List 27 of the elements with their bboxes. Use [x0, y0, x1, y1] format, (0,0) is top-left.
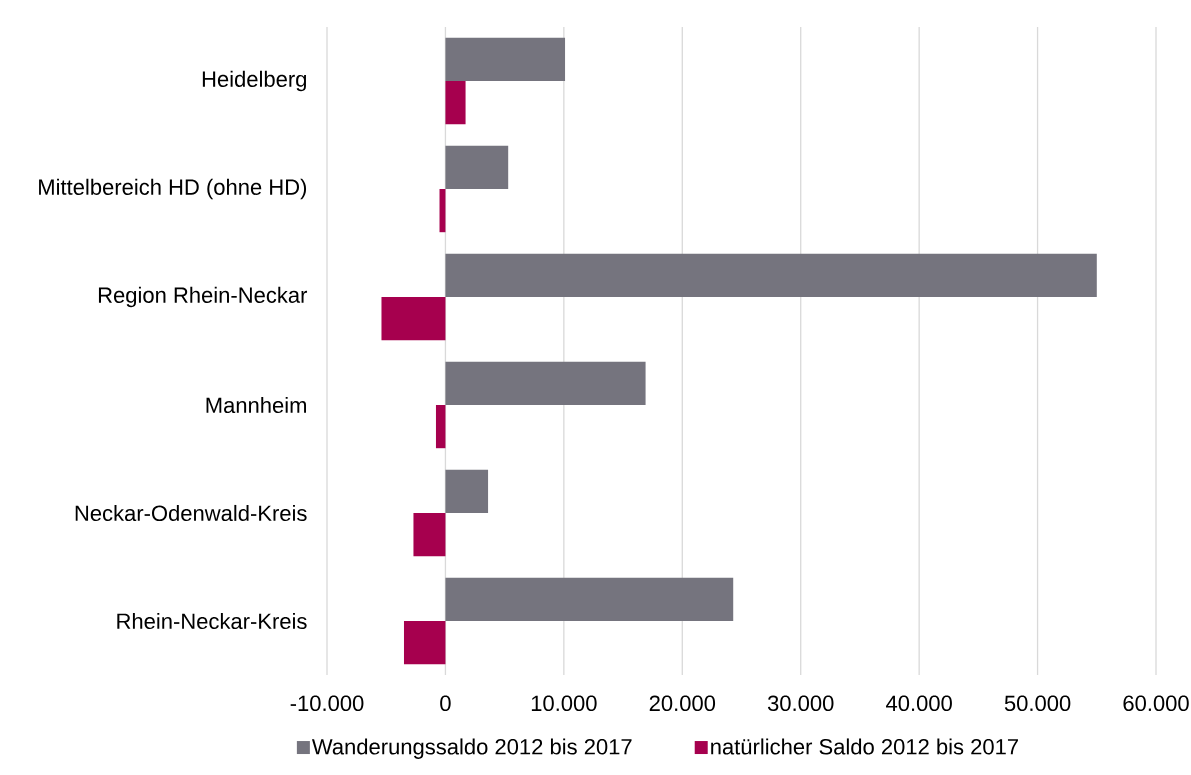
y-tick-label: Rhein-Neckar-Kreis — [117, 612, 307, 630]
y-tick-label: Region Rhein-Neckar — [98, 286, 308, 308]
bar — [413, 513, 446, 557]
bar — [403, 621, 446, 665]
bar — [445, 361, 646, 406]
bar — [445, 37, 566, 81]
legend-label: Wanderungssaldo 2012 bis 2017 — [311, 738, 632, 759]
x-tick-label: -10.000 — [290, 695, 364, 712]
x-tick-label: 20.000 — [649, 695, 716, 712]
legend-label: natürlicher Saldo 2012 bis 2017 — [711, 738, 1018, 755]
bar — [381, 297, 446, 341]
x-tick-label: 30.000 — [767, 695, 834, 712]
bar — [445, 469, 489, 514]
x-tick-label: 60.000 — [1123, 695, 1189, 712]
bar — [435, 405, 446, 449]
x-tick-label: 0 — [440, 695, 451, 712]
y-tick-label: Mittelbereich HD (ohne HD) — [39, 178, 307, 200]
y-tick-label: Neckar-Odenwald-Kreis — [75, 504, 307, 522]
y-tick-label: Heidelberg — [202, 70, 307, 92]
x-tick-label: 40.000 — [886, 695, 952, 712]
bar — [445, 577, 734, 622]
bar — [445, 253, 1097, 297]
x-tick-label: 50.000 — [1004, 695, 1071, 712]
x-tick-label: 10.000 — [531, 695, 597, 712]
y-tick-label: Mannheim — [206, 396, 306, 414]
bar — [445, 145, 509, 189]
bar — [445, 81, 466, 125]
